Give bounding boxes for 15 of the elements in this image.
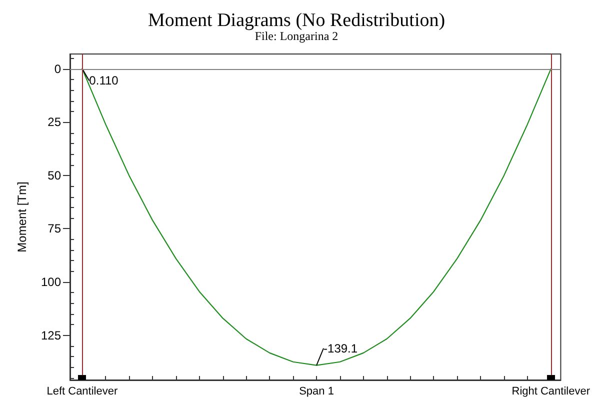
x-tick-label: Span 1 [299, 386, 334, 398]
data-label: 0.110 [89, 74, 119, 88]
y-tick-label: 100 [40, 274, 62, 289]
x-tick-label: Left Cantilever [46, 386, 118, 398]
y-tick-label: 25 [48, 115, 62, 130]
y-tick-label: 0 [54, 62, 62, 76]
line-series [82, 68, 552, 366]
x-tick-label: Right Cantilever [512, 386, 590, 398]
y-tick-label: 75 [48, 222, 62, 236]
y-tick-label: 50 [48, 168, 62, 182]
y-axis-title: Moment [Tm] [15, 182, 29, 252]
data-label: -139.1 [324, 341, 358, 356]
y-tick-label: 125 [40, 328, 62, 342]
chart-subtitle: File: Longarina 2 [254, 29, 338, 43]
chart-title: Moment Diagrams (No Redistribution) [148, 10, 446, 31]
